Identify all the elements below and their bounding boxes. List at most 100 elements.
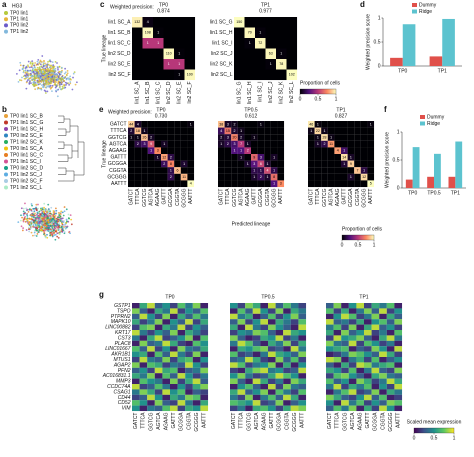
cell-point bbox=[38, 210, 41, 213]
heatmap-cell bbox=[354, 167, 361, 174]
heatmap-cell bbox=[200, 357, 209, 363]
heatmap-cell bbox=[341, 394, 349, 401]
heatmap-cell bbox=[257, 134, 265, 141]
cell-point bbox=[19, 64, 22, 67]
heatmap-cell bbox=[132, 384, 140, 390]
column-label: lin1 SC_C bbox=[156, 81, 162, 104]
panel-label: g bbox=[99, 290, 104, 299]
column-label: GCGGA bbox=[348, 188, 354, 207]
cell-point bbox=[51, 67, 54, 70]
cell-point bbox=[40, 220, 42, 223]
heatmap-cell bbox=[364, 367, 372, 374]
heatmap-cell bbox=[356, 362, 365, 368]
column-label: AGAAG bbox=[358, 412, 364, 430]
heatmap-cell bbox=[364, 389, 372, 395]
cell-point bbox=[30, 65, 33, 68]
heatmap-cell bbox=[333, 335, 342, 341]
column-label: GATCT bbox=[219, 189, 225, 206]
column-label: CGGTA bbox=[284, 412, 290, 430]
heatmap-cell bbox=[200, 346, 209, 352]
heatmap-cell bbox=[187, 147, 195, 155]
heatmap-cell bbox=[192, 405, 201, 412]
cell-count: 2 bbox=[170, 175, 172, 179]
heatmap-cell bbox=[237, 394, 246, 401]
heatmap-cell bbox=[386, 405, 395, 412]
heatmap-cell bbox=[244, 69, 256, 81]
heatmap-cell bbox=[286, 48, 298, 60]
heatmap-cell bbox=[333, 357, 342, 363]
cell-point bbox=[30, 222, 33, 224]
cell-point bbox=[54, 209, 57, 212]
column-label: lin1 SC_G bbox=[237, 81, 243, 104]
heatmap-cell bbox=[268, 394, 276, 401]
legend-label: TP1 lin2 SC_K bbox=[10, 139, 43, 145]
heatmap-cell bbox=[334, 154, 342, 161]
heatmap-cell bbox=[276, 59, 287, 70]
heatmap-cell bbox=[364, 319, 372, 325]
heatmap-cell bbox=[257, 173, 265, 181]
cell-point bbox=[51, 224, 54, 227]
heatmap-cell bbox=[379, 335, 387, 341]
heatmap-cell bbox=[333, 324, 342, 331]
heatmap-cell bbox=[394, 373, 403, 379]
cell-point bbox=[36, 68, 38, 71]
heatmap-cell bbox=[394, 389, 403, 395]
cell-count: 4 bbox=[147, 20, 149, 24]
row-label: lin2 SC_K bbox=[210, 62, 233, 68]
cell-point bbox=[34, 72, 36, 75]
y-axis-label: Weighted precision score bbox=[384, 132, 390, 188]
cell-point bbox=[47, 72, 50, 75]
heatmap-cell bbox=[367, 121, 375, 128]
heatmap-cell bbox=[231, 160, 238, 168]
panel-title: TP0.5 bbox=[261, 294, 275, 300]
cell-point bbox=[28, 217, 31, 220]
heatmap-cell bbox=[187, 160, 195, 168]
heatmap-cell bbox=[237, 134, 245, 141]
heatmap-cell bbox=[326, 394, 334, 401]
cell-point bbox=[43, 215, 46, 218]
cell-point bbox=[34, 234, 36, 237]
heatmap-cell bbox=[268, 405, 276, 412]
cell-point bbox=[54, 207, 57, 210]
cell-point bbox=[65, 218, 68, 221]
heatmap-cell bbox=[200, 362, 209, 368]
heatmap-cell bbox=[298, 362, 307, 368]
cell-point bbox=[39, 227, 42, 229]
heatmap-cell bbox=[341, 362, 349, 368]
heatmap-cell bbox=[326, 330, 334, 336]
cell-count: 1 bbox=[190, 122, 192, 126]
cell-point bbox=[45, 86, 48, 89]
heatmap-cell bbox=[356, 340, 365, 347]
heatmap-cell bbox=[354, 140, 361, 148]
heatmap-cell bbox=[257, 127, 265, 135]
column-label: TTTCA bbox=[315, 188, 321, 205]
heatmap-cell bbox=[386, 330, 395, 336]
heatmap-cell bbox=[283, 313, 291, 320]
cell-point bbox=[43, 211, 45, 213]
cell-point bbox=[56, 95, 59, 98]
heatmap-cell bbox=[327, 160, 335, 168]
cell-point bbox=[29, 80, 31, 82]
heatmap-cell bbox=[230, 303, 238, 309]
column-label: lin2 SC_L bbox=[289, 81, 295, 103]
cell-point bbox=[58, 65, 61, 68]
cell-point bbox=[64, 227, 67, 230]
cell-count: 1 bbox=[370, 122, 372, 126]
heatmap-cell bbox=[141, 134, 148, 141]
heatmap-cell bbox=[354, 134, 361, 141]
column-label: TTTCA bbox=[135, 188, 141, 205]
cell-point bbox=[28, 230, 31, 233]
heatmap-cell bbox=[174, 48, 185, 60]
heatmap-cell bbox=[367, 160, 375, 168]
column-label: AGAAG bbox=[262, 412, 268, 430]
heatmap-cell bbox=[185, 400, 193, 406]
heatmap-cell bbox=[147, 384, 155, 390]
heatmap-cell bbox=[308, 147, 315, 155]
column-label: lin1 SC_I bbox=[258, 82, 264, 102]
heatmap-cell bbox=[252, 308, 261, 314]
heatmap-cell bbox=[283, 357, 291, 363]
cell-count: 2 bbox=[247, 149, 249, 153]
cell-point bbox=[65, 222, 68, 224]
heatmap-cell bbox=[334, 180, 342, 188]
heatmap-cell bbox=[371, 313, 380, 320]
